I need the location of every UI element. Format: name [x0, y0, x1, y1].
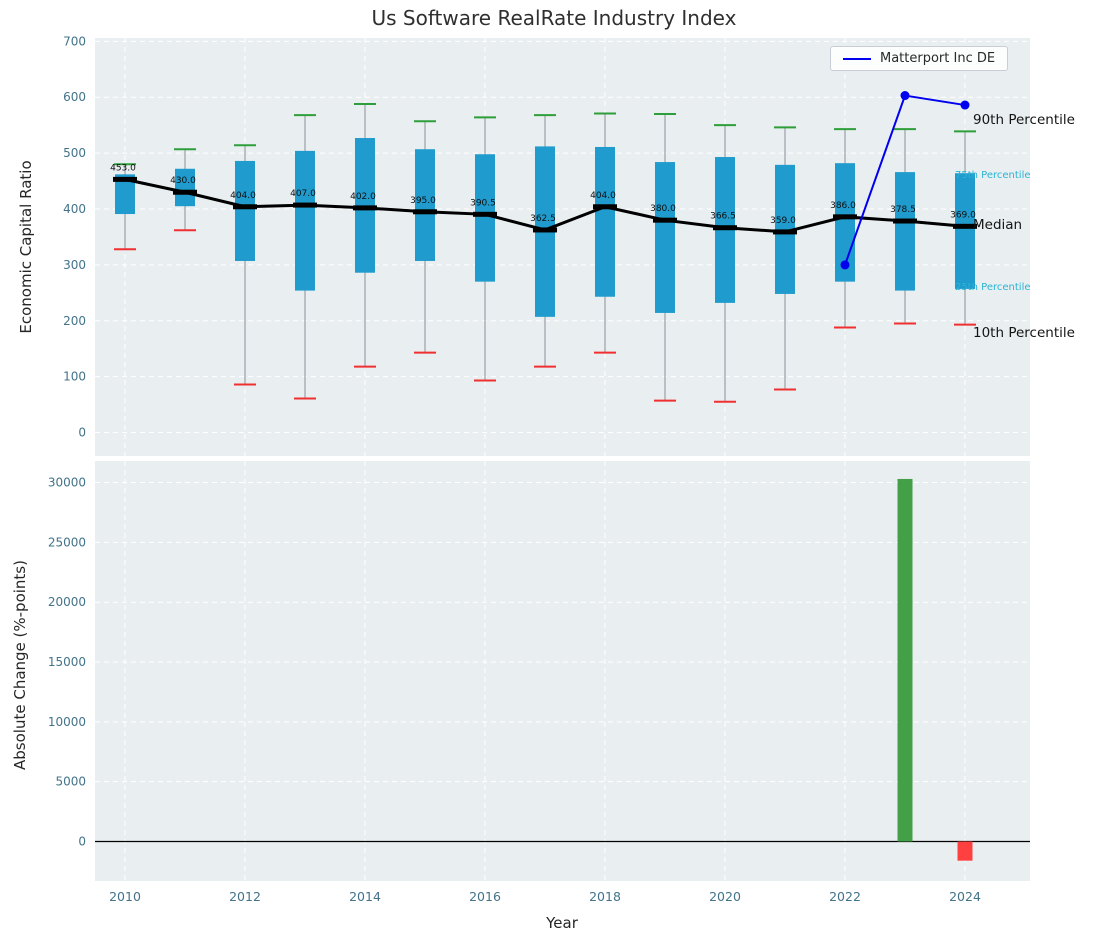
x-tick-label: 2022	[829, 889, 861, 904]
median-value-label-2022: 386.0	[830, 201, 856, 211]
company-point-2023	[900, 91, 910, 101]
annotation-median: Median	[973, 217, 1023, 233]
median-value-label-2021: 359.0	[770, 216, 796, 226]
iqr-box-2023	[895, 172, 915, 291]
median-marker-2020	[713, 225, 737, 231]
iqr-box-2012	[235, 160, 255, 261]
median-marker-2018	[593, 204, 617, 210]
y-tick-label-top: 300	[63, 258, 86, 272]
median-value-label-2011: 430.0	[170, 176, 196, 186]
y-tick-label-top: 500	[63, 146, 86, 160]
iqr-box-2019	[655, 162, 675, 313]
change-bar-2024	[957, 841, 973, 861]
median-marker-2019	[653, 217, 677, 223]
x-tick-label: 2024	[949, 889, 981, 904]
median-marker-2016	[473, 211, 497, 217]
y-tick-label-bottom: 10000	[48, 715, 86, 729]
y-tick-label-top: 400	[63, 202, 86, 216]
x-tick-label: 2018	[589, 889, 621, 904]
top-y-axis-label: Economic Capital Ratio	[17, 160, 35, 334]
median-value-label-2010: 453.0	[110, 163, 136, 173]
company-point-2024	[960, 100, 970, 110]
bottom-panel-bg	[95, 461, 1030, 881]
x-tick-label: 2014	[349, 889, 381, 904]
median-marker-2011	[173, 189, 197, 195]
median-value-label-2018: 404.0	[590, 191, 616, 201]
median-value-label-2016: 390.5	[470, 198, 496, 208]
change-bar-2023	[897, 478, 913, 842]
y-tick-label-bottom: 20000	[48, 595, 86, 609]
median-marker-2022	[833, 214, 857, 220]
bottom-y-axis-label: Absolute Change (%-points)	[11, 560, 29, 770]
chart-title: Us Software RealRate Industry Index	[371, 6, 737, 30]
x-tick-label: 2010	[109, 889, 141, 904]
y-tick-label-top: 600	[63, 90, 86, 104]
annotation-25th-percentile: 25th Percentile	[955, 282, 1031, 293]
iqr-box-2013	[295, 150, 315, 291]
iqr-box-2014	[355, 138, 375, 273]
median-marker-2015	[413, 209, 437, 215]
x-tick-label: 2012	[229, 889, 261, 904]
iqr-box-2021	[775, 164, 795, 294]
x-axis-label: Year	[546, 914, 578, 932]
median-value-label-2013: 407.0	[290, 189, 316, 199]
company-point-2022	[840, 260, 850, 270]
median-value-label-2012: 404.0	[230, 191, 256, 201]
median-value-label-2020: 366.5	[710, 212, 736, 222]
y-tick-label-bottom: 0	[78, 835, 86, 849]
median-marker-2024	[953, 223, 977, 229]
median-value-label-2014: 402.0	[350, 192, 376, 202]
median-marker-2014	[353, 205, 377, 211]
legend-label: Matterport Inc DE	[880, 51, 996, 66]
y-tick-label-bottom: 5000	[55, 775, 86, 789]
iqr-box-2015	[415, 149, 435, 261]
legend-line-swatch	[843, 57, 871, 60]
median-value-label-2015: 395.0	[410, 196, 436, 206]
y-tick-label-top: 0	[78, 426, 86, 440]
median-marker-2013	[293, 202, 317, 208]
median-value-label-2023: 378.5	[890, 205, 916, 215]
y-tick-label-top: 200	[63, 314, 86, 328]
y-tick-label-bottom: 15000	[48, 655, 86, 669]
iqr-box-2018	[595, 146, 615, 297]
median-marker-2021	[773, 229, 797, 235]
median-value-label-2019: 380.0	[650, 204, 676, 214]
iqr-box-2010	[115, 174, 135, 215]
median-value-label-2024: 369.0	[950, 210, 976, 220]
median-marker-2017	[533, 227, 557, 233]
annotation-75th-percentile: 75th Percentile	[955, 170, 1031, 181]
y-tick-label-bottom: 25000	[48, 535, 86, 549]
x-tick-label: 2020	[709, 889, 741, 904]
x-tick-label: 2016	[469, 889, 501, 904]
iqr-box-2016	[475, 154, 495, 282]
median-marker-2012	[233, 204, 257, 210]
y-tick-label-top: 100	[63, 370, 86, 384]
annotation-10th-percentile: 10th Percentile	[973, 325, 1075, 341]
iqr-box-2011	[175, 168, 195, 207]
iqr-box-2024	[955, 173, 975, 289]
legend: Matterport Inc DE	[830, 46, 1009, 71]
annotation-90th-percentile: 90th Percentile	[973, 112, 1075, 128]
y-tick-label-top: 700	[63, 34, 86, 48]
median-marker-2023	[893, 218, 917, 224]
median-marker-2010	[113, 176, 137, 182]
y-tick-label-bottom: 30000	[48, 476, 86, 490]
median-value-label-2017: 362.5	[530, 214, 556, 224]
